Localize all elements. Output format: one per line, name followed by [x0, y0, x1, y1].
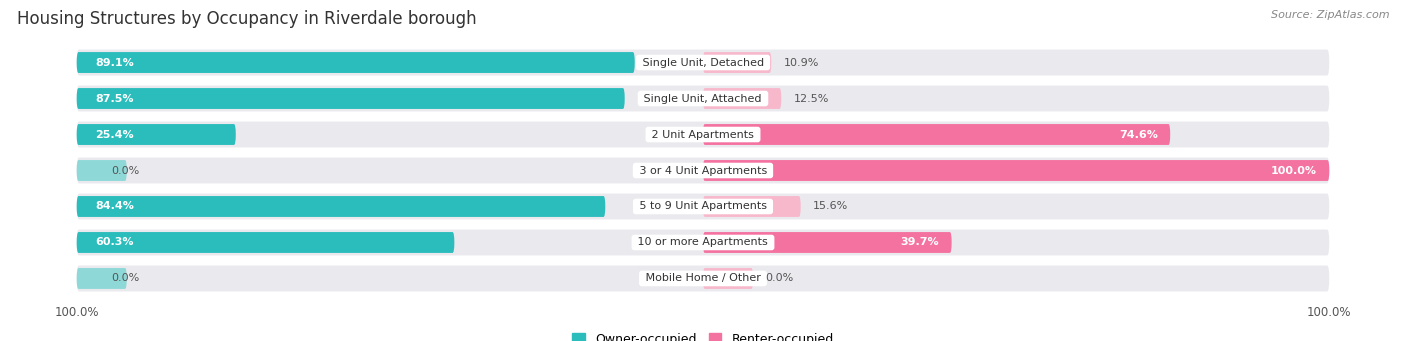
Text: 5 to 9 Unit Apartments: 5 to 9 Unit Apartments — [636, 202, 770, 211]
FancyBboxPatch shape — [703, 196, 800, 217]
Text: 0.0%: 0.0% — [766, 273, 794, 283]
Text: 89.1%: 89.1% — [96, 58, 134, 68]
Text: 60.3%: 60.3% — [96, 237, 134, 248]
Text: Single Unit, Attached: Single Unit, Attached — [641, 93, 765, 104]
FancyBboxPatch shape — [77, 196, 606, 217]
FancyBboxPatch shape — [703, 268, 754, 289]
Legend: Owner-occupied, Renter-occupied: Owner-occupied, Renter-occupied — [568, 328, 838, 341]
Text: 2 Unit Apartments: 2 Unit Apartments — [648, 130, 758, 139]
Text: 39.7%: 39.7% — [900, 237, 939, 248]
FancyBboxPatch shape — [77, 52, 634, 73]
Text: 25.4%: 25.4% — [96, 130, 134, 139]
Text: 3 or 4 Unit Apartments: 3 or 4 Unit Apartments — [636, 165, 770, 176]
Text: 0.0%: 0.0% — [111, 273, 139, 283]
Text: Mobile Home / Other: Mobile Home / Other — [641, 273, 765, 283]
FancyBboxPatch shape — [77, 124, 236, 145]
Text: 10 or more Apartments: 10 or more Apartments — [634, 237, 772, 248]
Text: 15.6%: 15.6% — [813, 202, 848, 211]
FancyBboxPatch shape — [77, 268, 127, 289]
Text: Single Unit, Detached: Single Unit, Detached — [638, 58, 768, 68]
FancyBboxPatch shape — [77, 232, 454, 253]
Text: 100.0%: 100.0% — [1271, 165, 1317, 176]
FancyBboxPatch shape — [703, 124, 1170, 145]
FancyBboxPatch shape — [703, 232, 952, 253]
FancyBboxPatch shape — [77, 229, 1329, 255]
FancyBboxPatch shape — [77, 158, 1329, 183]
FancyBboxPatch shape — [77, 88, 624, 109]
Text: Housing Structures by Occupancy in Riverdale borough: Housing Structures by Occupancy in River… — [17, 10, 477, 28]
FancyBboxPatch shape — [77, 266, 1329, 292]
FancyBboxPatch shape — [77, 194, 1329, 220]
FancyBboxPatch shape — [703, 88, 782, 109]
Text: 12.5%: 12.5% — [794, 93, 830, 104]
Text: 74.6%: 74.6% — [1119, 130, 1157, 139]
Text: 87.5%: 87.5% — [96, 93, 134, 104]
Text: 0.0%: 0.0% — [111, 165, 139, 176]
FancyBboxPatch shape — [77, 49, 1329, 75]
FancyBboxPatch shape — [77, 121, 1329, 147]
FancyBboxPatch shape — [77, 86, 1329, 112]
Text: 84.4%: 84.4% — [96, 202, 135, 211]
FancyBboxPatch shape — [703, 52, 772, 73]
FancyBboxPatch shape — [77, 160, 127, 181]
FancyBboxPatch shape — [703, 160, 1329, 181]
Text: 10.9%: 10.9% — [783, 58, 820, 68]
Text: Source: ZipAtlas.com: Source: ZipAtlas.com — [1271, 10, 1389, 20]
